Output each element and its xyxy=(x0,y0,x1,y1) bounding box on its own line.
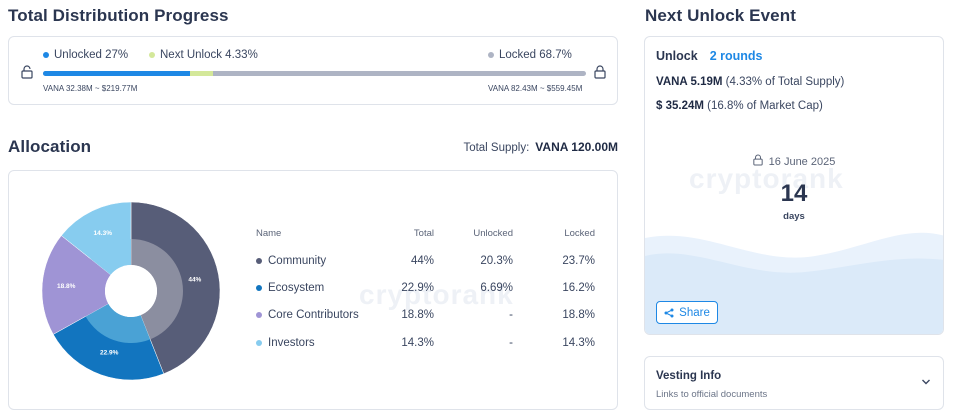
row-locked: 23.7% xyxy=(562,255,595,267)
unlock-amount: VANA 5.19M (4.33% of Total Supply) xyxy=(656,76,844,88)
countdown-days-label: days xyxy=(783,211,805,222)
legend-next-unlock-label: Next Unlock 4.33% xyxy=(160,49,258,61)
row-unlocked: - xyxy=(509,309,513,321)
community-dot xyxy=(256,258,262,264)
distribution-bar xyxy=(43,71,586,76)
vesting-info-card[interactable]: Vesting Info Links to official documents xyxy=(644,356,944,410)
vesting-title: Vesting Info xyxy=(656,370,722,382)
row-locked: 16.2% xyxy=(562,282,595,294)
total-supply: Total Supply: VANA 120.00M xyxy=(463,140,618,154)
allocation-card: cryptorank 44% 22.9% 18.8% 14.3% Name Total… xyxy=(8,170,618,410)
legend-unlocked: Unlocked 27% xyxy=(43,49,128,61)
column-name: Name xyxy=(256,228,282,239)
share-label: Share xyxy=(679,306,710,319)
vesting-subtitle: Links to official documents xyxy=(656,389,768,400)
unlock-value: $ 35.24M (16.8% of Market Cap) xyxy=(656,100,823,112)
allocation-watermark: cryptorank xyxy=(359,279,514,310)
row-locked: 18.8% xyxy=(562,309,595,321)
row-label: Ecosystem xyxy=(268,282,325,294)
unlock-rounds: Unlock 2 rounds xyxy=(656,49,762,63)
column-locked: Locked xyxy=(564,228,595,239)
unlock-date-text: 16 June 2025 xyxy=(768,156,836,168)
unlock-label: Unlock xyxy=(656,49,698,63)
pie-inner-slice-investors xyxy=(90,239,131,275)
pie-label-ecosystem: 22.9% xyxy=(100,350,119,357)
row-name: Ecosystem xyxy=(256,282,324,294)
allocation-pie-chart: 44% 22.9% 18.8% 14.3% xyxy=(41,201,221,381)
unlocked-amount: VANA 32.38M ~ $219.77M xyxy=(43,84,138,93)
next-unlock-title: Next Unlock Event xyxy=(645,6,796,25)
locked-dot xyxy=(488,52,494,58)
share-button[interactable]: Share xyxy=(656,301,718,324)
progress-title: Total Distribution Progress xyxy=(8,6,229,25)
wave-background xyxy=(645,232,943,334)
lock-icon xyxy=(752,154,763,166)
row-name: Core Contributors xyxy=(256,309,359,321)
row-unlocked: 6.69% xyxy=(480,282,513,294)
distribution-progress-card: Unlocked 27% Next Unlock 4.33% Locked 68… xyxy=(8,36,618,105)
core-contributors-dot xyxy=(256,312,262,318)
row-label: Community xyxy=(268,255,327,267)
pie-inner-slice-community xyxy=(131,239,184,340)
unlock-amount-value: VANA 5.19M xyxy=(656,76,723,88)
next-unlock-card: Unlock 2 rounds VANA 5.19M (4.33% of Tota… xyxy=(644,36,944,335)
unlock-value-share: (16.8% of Market Cap) xyxy=(707,100,823,112)
unlock-date: 16 June 2025 xyxy=(645,154,943,168)
pie-label-core-contributors: 18.8% xyxy=(57,283,76,290)
legend-next-unlock: Next Unlock 4.33% xyxy=(149,49,258,61)
locked-amount: VANA 82.43M ~ $559.45M xyxy=(488,84,583,93)
legend-locked: Locked 68.7% xyxy=(488,49,572,61)
row-name: Investors xyxy=(256,337,315,349)
investors-dot xyxy=(256,340,262,346)
rounds-link[interactable]: 2 rounds xyxy=(709,49,763,63)
row-total: 44% xyxy=(410,255,434,267)
row-label: Investors xyxy=(268,337,315,349)
bar-segment-unlocked xyxy=(43,71,190,76)
pie-inner-slice-core-contributors xyxy=(79,258,111,317)
row-total: 18.8% xyxy=(401,309,434,321)
bar-segment-next-unlock xyxy=(189,71,214,76)
row-label: Core Contributors xyxy=(268,309,359,321)
next-unlock-dot xyxy=(149,52,155,58)
pie-label-investors: 14.3% xyxy=(94,230,113,237)
share-icon xyxy=(664,308,674,317)
unlock-watermark: cryptorank xyxy=(689,163,844,194)
total-supply-label: Total Supply: xyxy=(463,142,530,154)
lock-closed-icon xyxy=(594,65,606,79)
legend-locked-label: Locked 68.7% xyxy=(499,49,572,61)
row-total: 14.3% xyxy=(401,337,434,349)
pie-label-community: 44% xyxy=(188,276,201,283)
unlocked-dot xyxy=(43,52,49,58)
row-unlocked: - xyxy=(509,337,513,349)
countdown-days: 14 xyxy=(780,180,808,207)
column-total: Total xyxy=(413,228,434,239)
row-locked: 14.3% xyxy=(562,337,595,349)
row-name: Community xyxy=(256,255,326,267)
pie-center-hole xyxy=(105,265,157,317)
legend-unlocked-label: Unlocked 27% xyxy=(54,49,129,61)
allocation-title: Allocation xyxy=(8,137,92,156)
unlock-amount-share: (4.33% of Total Supply) xyxy=(725,76,845,88)
row-total: 22.9% xyxy=(401,282,434,294)
chevron-down-icon[interactable] xyxy=(921,377,931,387)
lock-open-icon xyxy=(21,65,33,79)
row-unlocked: 20.3% xyxy=(480,255,513,267)
pie-inner-slice-ecosystem xyxy=(85,303,151,343)
total-supply-value: VANA 120.00M xyxy=(535,140,618,154)
ecosystem-dot xyxy=(256,285,262,291)
unlock-value-usd: $ 35.24M xyxy=(656,100,704,112)
column-unlocked: Unlocked xyxy=(473,228,513,239)
